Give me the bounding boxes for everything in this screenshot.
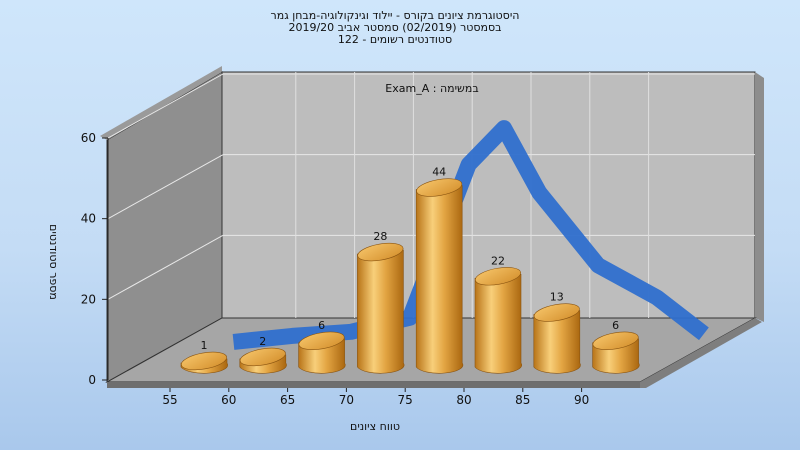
bar-body (474, 273, 522, 374)
title-line-1: היסטוגרמת ציונים בקורס - יילוד וגינקולוג… (270, 9, 520, 22)
data-label: 28 (373, 230, 387, 243)
bar-top (592, 331, 639, 350)
floor-edge (107, 382, 640, 388)
x-tick-label: 55 (162, 393, 177, 407)
x-tick-label: 65 (280, 393, 295, 407)
bar-top (533, 303, 580, 322)
gridline-wall-1 (107, 234, 224, 300)
bar-body (415, 185, 464, 374)
title-line-2: בסמסטר (02/2019) סמסטר אביב 2019/20 (288, 21, 502, 34)
title-line-3: סטודנטים רשומים - 122 (337, 33, 453, 46)
bar-top (181, 351, 227, 371)
data-label: 22 (491, 254, 505, 267)
data-label: 44 (432, 166, 446, 179)
y-tick-label: 40 (81, 212, 96, 226)
y-axis-label: מספר סטודנטים (47, 224, 60, 300)
chart-annotation: Exam_A : במשימה (385, 82, 478, 95)
x-tick-label: 80 (456, 393, 471, 407)
x-tick-label: 75 (398, 393, 413, 407)
left-wall-shadow (100, 66, 222, 140)
bars: 1 2 6 28 44 22 13 6 (180, 166, 640, 374)
gridline-wall-2 (107, 154, 224, 220)
bar-60-65: 2 (239, 335, 287, 374)
bar-top (475, 267, 521, 286)
chart-title: היסטוגרמת ציונים בקורס - יילוד וגינקולוג… (0, 10, 790, 46)
bar-80-85: 22 (474, 254, 522, 374)
data-label: 13 (550, 291, 564, 304)
bar-body (357, 249, 405, 374)
bar-top (357, 242, 404, 262)
bar-90-95: 6 (592, 319, 640, 374)
y-axis: 0 20 40 60 (81, 131, 109, 387)
y-tick-label: 20 (81, 292, 96, 306)
gridlines (107, 72, 755, 318)
data-label: 6 (612, 319, 619, 332)
bar-55-60: 1 (180, 339, 228, 374)
bar-85-90: 13 (533, 291, 581, 374)
data-label: 6 (318, 319, 325, 332)
bar-body (533, 310, 581, 374)
bar-top (239, 347, 286, 367)
bar-75-80: 44 (415, 166, 464, 374)
data-label: 2 (259, 335, 266, 348)
x-tick-label: 70 (339, 393, 354, 407)
bar-top (416, 178, 463, 197)
gridline-wall-3 (107, 73, 224, 139)
x-tick-label: 85 (515, 393, 530, 407)
bar-65-70: 6 (298, 319, 346, 374)
y-tick-label: 0 (88, 373, 96, 387)
y-tick-label: 60 (81, 131, 96, 145)
x-tick-label: 90 (574, 393, 589, 407)
x-tick-label: 60 (221, 393, 236, 407)
data-label: 1 (201, 339, 208, 352)
floor-side-edge (640, 318, 762, 388)
back-wall-shadow (755, 72, 764, 322)
bar-70-75: 28 (357, 230, 405, 374)
x-axis-label: טווח ציונים (350, 420, 400, 433)
bar-top (298, 331, 345, 350)
x-axis: 55 60 65 70 75 80 85 90 (162, 388, 589, 407)
